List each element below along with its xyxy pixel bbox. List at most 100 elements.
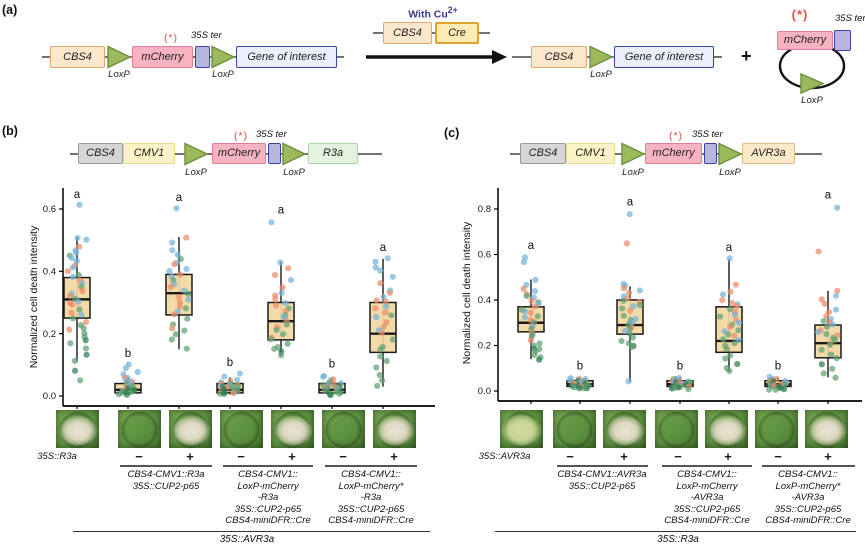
gene-box-label: CMV1 [133,147,165,159]
scatter-point [271,345,278,352]
pair-underline [120,465,212,467]
scatter-point [67,340,74,347]
leaf-photo-dead [603,410,646,448]
scatter-point [64,268,71,275]
scatter-point [389,273,396,280]
scatter-point [336,390,343,397]
scatter-point [720,336,727,343]
scatter-point [520,285,527,292]
loxp-label: LoxP [283,167,305,178]
scatter-point [832,292,840,299]
scatter-point [389,336,396,343]
y-tick-label: 0.8 [478,204,491,215]
scatter-point [731,311,739,318]
construct-label-line: CBS4-miniDFR::Cre [664,515,750,526]
scatter-point [171,311,178,318]
scatter-point [618,337,625,345]
scatter-point [629,334,637,341]
scatter-point [168,336,175,343]
scatter-point [735,336,742,344]
control-treatment-label: 35S::R3a [37,451,77,462]
scatter-point [283,321,290,328]
gene-box-label: CMV1 [575,147,606,159]
plus-sign-label: + [186,449,194,464]
with-copper-label: With Cu2+ [388,5,478,21]
leaf-photo-green [321,410,365,448]
gene-box-label: mCherry [652,147,695,159]
scatter-point [382,298,389,305]
construct-label-line: LoxP-mCherry [676,480,738,492]
scatter-point [821,300,828,307]
scatter-point [388,312,395,319]
significance-letter: a [74,189,81,201]
scatter-point [636,287,643,294]
scatter-point [76,201,83,208]
panel-c-tag: (c) [444,126,460,140]
loxp-label: LoxP [212,69,234,80]
leaf-photo-green [219,410,263,448]
scatter-point [820,317,827,325]
panel-b-tag: (b) [2,124,18,138]
scatter-point [723,346,730,353]
significance-letter: b [775,360,781,372]
gene-box-label: Cre [448,26,466,39]
scatter-point [282,299,289,307]
construct-label-line: CBS4-CMV1::AVR3a [557,469,647,480]
boxplot-chart-c: 0.0 0.2 0.4 0.6 0.8 a b a b a b a Normalized cell de… [461,188,862,404]
scatter-point [627,307,634,314]
scatter-point [285,265,292,272]
gene-box-label: mCherry [217,147,261,159]
scatter-point [183,234,190,241]
common-underline [495,531,856,533]
scatter-point [271,271,279,279]
scatter-point [183,265,190,273]
significance-letter: a [278,204,285,216]
loxp-label: LoxP [185,167,207,178]
minus-sign-label: − [237,449,245,464]
scatter-point [66,326,73,333]
significance-letter: b [125,348,131,360]
terminator-box [834,30,851,51]
construct-label-line: CBS4-miniDFR::Cre [765,515,851,526]
terminator-label: 35S ter [191,30,222,41]
scatter-point [523,292,530,300]
panel-a-tag: (a) [2,3,18,17]
scatter-point [78,311,85,318]
scatter-point [832,374,839,381]
scatter-point [83,351,90,358]
scatter-point [76,306,83,313]
scatter-point [726,367,733,375]
scatter-point [82,345,90,352]
scatter-point [527,337,535,344]
scatter-point [671,384,678,391]
scatter-point [184,315,191,322]
y-tick-label: 0.2 [478,341,491,352]
scatter-point [79,287,86,295]
scatter-point [69,315,77,322]
gene-box-goi: Gene of interest [614,46,714,68]
scatter-point [287,276,295,284]
scatter-point [531,287,539,295]
scatter-point [376,371,383,379]
scatter-point [82,318,90,326]
scatter-point [532,276,539,284]
gene-box-mcherry: mCherry [132,46,193,68]
scatter-point [576,385,583,392]
leaf-photo-dead [168,410,212,448]
pair-underline [325,465,417,467]
asterisk-annotation: (*) [233,130,249,142]
scatter-point [623,240,631,247]
common-treatment-label: 35S::AVR3a [219,534,275,545]
scatter-point [377,346,384,353]
terminator-label: 35S ter [256,129,287,140]
terminator-box [195,46,210,68]
terminator-label: 35S ter [835,13,865,24]
construct-label-line: CBS4-CMV1:: [238,469,298,480]
scatter-point [185,290,192,297]
scatter-point [625,378,632,385]
construct-label-line: -R3a [257,492,279,503]
scatter-point [534,313,541,320]
gene-box-label: mCherry [783,34,827,46]
scatter-point [628,343,636,350]
scatter-point [727,352,734,359]
